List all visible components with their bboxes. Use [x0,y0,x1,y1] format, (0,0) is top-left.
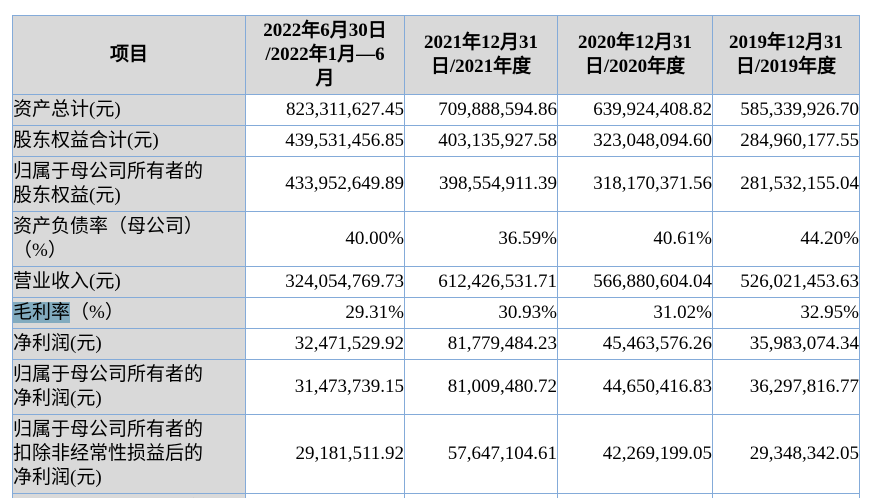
value-cell: 29,348,342.05 [712,414,860,494]
value-cell: 612,426,531.71 [404,266,558,298]
table-row: 归属于母公司所有者的 扣除非经常性损益后的 净利润(元) 29,181,511.9… [12,414,860,494]
value-cell: 585,339,926.70 [712,94,860,126]
value-cell: 81,009,480.72 [404,359,558,415]
row-label-cell: 归属于母公司所有者的 股东权益(元) [12,156,246,212]
value-cell: 398,554,911.39 [404,156,558,212]
row-label-cell: 营业收入(元) [12,266,246,298]
row-label-cell: 毛利率（%） [12,297,246,329]
value-cell [245,493,405,498]
table-body: 资产总计(元) 823,311,627.45 709,888,594.86 639,9… [12,94,860,498]
value-cell: 32.95% [712,297,860,329]
header-cell-item: 项目 [12,15,246,95]
text-selection-highlight: 毛利率 [13,302,71,323]
table-row: 股东权益合计(元) 439,531,456.85 403,135,927.58 323… [12,125,860,157]
value-cell [712,493,860,498]
header-cell-period-0: 2022年6月30日 /2022年1月—6 月 [245,15,405,95]
value-cell: 439,531,456.85 [245,125,405,157]
value-cell: 709,888,594.86 [404,94,558,126]
value-cell: 42,269,199.05 [557,414,713,494]
row-label-cell: 归属于母公司所有者的 扣除非经常性损益后的 净利润(元) [12,414,246,494]
row-label-text: （%） [70,302,124,323]
value-cell: 30.93% [404,297,558,329]
value-cell: 35,983,074.34 [712,328,860,360]
value-cell: 40.61% [557,211,713,267]
row-label-cell: 资产总计(元) [12,94,246,126]
header-cell-period-2: 2020年12月31 日/2020年度 [557,15,713,95]
table-row: 资产总计(元) 823,311,627.45 709,888,594.86 639,9… [12,94,860,126]
row-label-cell: 股东权益合计(元) [12,125,246,157]
value-cell: 45,463,576.26 [557,328,713,360]
value-cell: 81,779,484.23 [404,328,558,360]
value-cell: 29,181,511.92 [245,414,405,494]
value-cell: 32,471,529.92 [245,328,405,360]
value-cell: 639,924,408.82 [557,94,713,126]
table-row: 归属于母公司所有者的 净利润(元) 31,473,739.15 81,009,480… [12,359,860,415]
value-cell: 40.00% [245,211,405,267]
value-cell: 526,021,453.63 [712,266,860,298]
header-row: 项目 2022年6月30日 /2022年1月—6 月 2021年12月31 日/2… [12,15,860,95]
value-cell [557,493,713,498]
value-cell: 57,647,104.61 [404,414,558,494]
value-cell: 403,135,927.58 [404,125,558,157]
value-cell: 566,880,604.04 [557,266,713,298]
table-row: 净利润(元) 32,471,529.92 81,779,484.23 45,463,5… [12,328,860,360]
row-label-cell: 资产负债率（母公司） （%） [12,211,246,267]
value-cell: 823,311,627.45 [245,94,405,126]
value-cell: 281,532,155.04 [712,156,860,212]
table-row: 毛利率（%） 29.31% 30.93% 31.02% 32.95% [12,297,860,329]
value-cell: 318,170,371.56 [557,156,713,212]
row-label-cell: 净利润(元) [12,328,246,360]
table-row: 归属于母公司所有者的 股东权益(元) 433,952,649.89 398,554,… [12,156,860,212]
value-cell: 433,952,649.89 [245,156,405,212]
value-cell: 324,054,769.73 [245,266,405,298]
row-label-cell: 归属于母公司所有者的 净利润(元) [12,359,246,415]
value-cell: 284,960,177.55 [712,125,860,157]
table-row: 营业收入(元) 324,054,769.73 612,426,531.71 566,8… [12,266,860,298]
value-cell: 44,650,416.83 [557,359,713,415]
table-row: 资产负债率（母公司） （%） 40.00% 36.59% 40.61% 44.20% [12,211,860,267]
row-label-cell: 加权平均净资产收益率 [12,493,246,498]
value-cell: 323,048,094.60 [557,125,713,157]
value-cell: 36.59% [404,211,558,267]
value-cell: 31,473,739.15 [245,359,405,415]
table-header: 项目 2022年6月30日 /2022年1月—6 月 2021年12月31 日/2… [12,15,860,95]
financial-summary-table: 项目 2022年6月30日 /2022年1月—6 月 2021年12月31 日/2… [12,15,860,498]
value-cell: 31.02% [557,297,713,329]
header-cell-period-1: 2021年12月31 日/2021年度 [404,15,558,95]
value-cell: 29.31% [245,297,405,329]
table-row: 加权平均净资产收益率 [12,493,860,498]
value-cell [404,493,558,498]
header-cell-period-3: 2019年12月31 日/2019年度 [712,15,860,95]
value-cell: 44.20% [712,211,860,267]
value-cell: 36,297,816.77 [712,359,860,415]
